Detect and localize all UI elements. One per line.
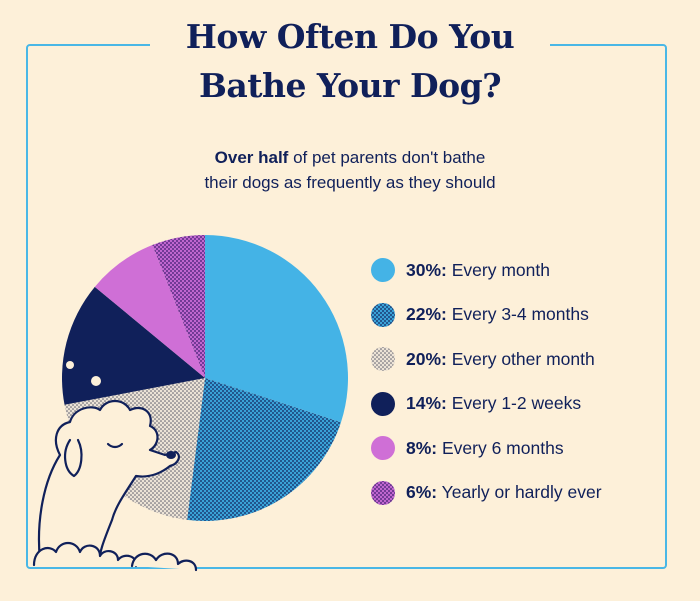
legend-percent: 22%: bbox=[406, 304, 447, 325]
legend-item: 30%: Every month bbox=[370, 248, 670, 293]
pie-slice-every-1-2-weeks bbox=[61, 286, 205, 405]
subtitle-line-2: their dogs as frequently as they should bbox=[204, 173, 496, 192]
legend-category: Yearly or hardly ever bbox=[437, 482, 602, 503]
legend-label: 20%: Every other month bbox=[406, 349, 595, 370]
legend-swatch bbox=[371, 391, 395, 416]
pie-slice-every-3-4-months bbox=[187, 378, 342, 521]
decoration-dot bbox=[66, 361, 74, 369]
legend-category: Every 3-4 months bbox=[446, 304, 589, 325]
legend-swatch bbox=[371, 347, 395, 372]
legend-item: 20%: Every other month bbox=[370, 337, 670, 382]
chart-title: How Often Do You Bathe Your Dog? bbox=[150, 12, 550, 110]
legend-swatch bbox=[371, 436, 395, 461]
pie-slice-every-month bbox=[205, 235, 348, 423]
subtitle-highlight: Over half bbox=[214, 148, 289, 167]
legend-item: 6%: Yearly or hardly ever bbox=[370, 471, 670, 516]
title-line-2: Bathe Your Dog? bbox=[198, 66, 502, 105]
legend-label: 8%: Every 6 months bbox=[406, 438, 564, 459]
legend-label: 6%: Yearly or hardly ever bbox=[406, 482, 602, 503]
pie-slice-yearly-or-hardly-ever bbox=[152, 235, 205, 378]
title-block: How Often Do You Bathe Your Dog? bbox=[150, 12, 550, 110]
legend-category: Every other month bbox=[446, 348, 595, 369]
legend-label: 14%: Every 1-2 weeks bbox=[406, 393, 581, 414]
legend-percent: 14%: bbox=[406, 393, 447, 414]
chart-subtitle: Over half of pet parents don't bathe the… bbox=[120, 145, 580, 195]
legend-category: Every month bbox=[446, 259, 550, 280]
legend-label: 30%: Every month bbox=[406, 260, 550, 281]
legend-swatch bbox=[371, 480, 395, 505]
pie-decoration-dots bbox=[66, 361, 101, 386]
poodle-icon bbox=[32, 399, 198, 572]
legend-item: 22%: Every 3-4 months bbox=[370, 293, 670, 338]
decoration-dot bbox=[91, 376, 101, 386]
subtitle-line-1: of pet parents don't bathe bbox=[288, 148, 486, 167]
legend-label: 22%: Every 3-4 months bbox=[406, 304, 589, 325]
legend-percent: 8%: bbox=[406, 437, 438, 458]
pie-slice-every-6-months bbox=[94, 245, 205, 378]
legend-item: 8%: Every 6 months bbox=[370, 426, 670, 471]
legend-percent: 30%: bbox=[406, 259, 447, 280]
legend-item: 14%: Every 1-2 weeks bbox=[370, 382, 670, 427]
legend-category: Every 1-2 weeks bbox=[446, 393, 582, 414]
legend-percent: 6%: bbox=[406, 482, 438, 503]
legend: 30%: Every month 22%: Every 3-4 months 20%… bbox=[370, 248, 670, 515]
legend-percent: 20%: bbox=[406, 348, 447, 369]
legend-swatch bbox=[371, 302, 395, 327]
legend-category: Every 6 months bbox=[437, 437, 564, 458]
legend-swatch bbox=[371, 258, 395, 283]
title-line-1: How Often Do You bbox=[185, 17, 515, 56]
